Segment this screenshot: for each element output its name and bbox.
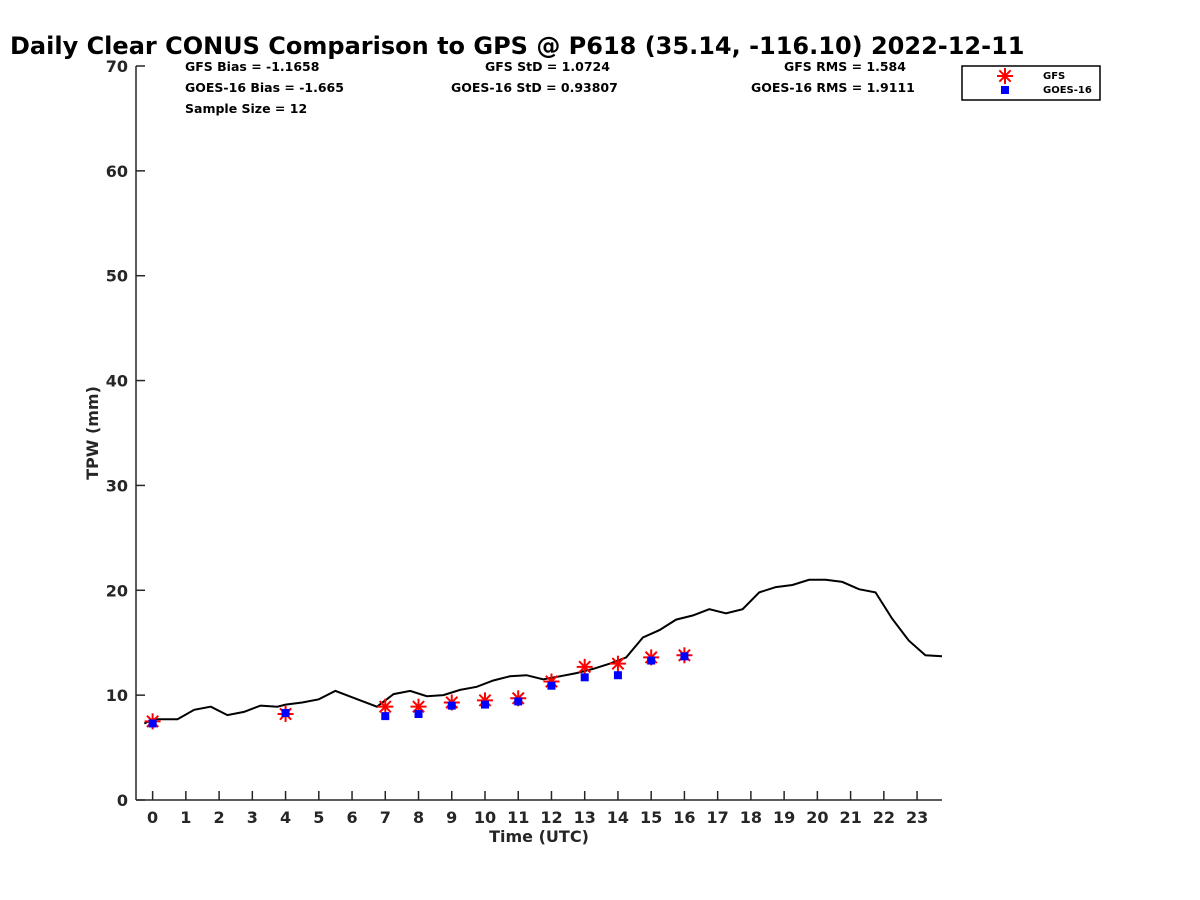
goes16-point [414, 710, 423, 719]
gfs-bias-text: GFS Bias = -1.1658 [185, 59, 319, 74]
x-tick-label: 11 [507, 808, 529, 827]
goes16-point [647, 656, 656, 665]
goes-bias-text: GOES-16 Bias = -1.665 [185, 80, 344, 95]
x-tick-label: 2 [214, 808, 225, 827]
goes16-point [480, 700, 489, 709]
goes16-point [613, 671, 622, 680]
x-tick-label: 22 [873, 808, 895, 827]
goes16-point [148, 719, 157, 728]
x-tick-label: 20 [806, 808, 828, 827]
y-tick-label: 60 [106, 162, 128, 181]
x-tick-label: 8 [413, 808, 424, 827]
x-tick-label: 4 [280, 808, 291, 827]
goes16-point [580, 673, 589, 682]
y-tick-label: 70 [106, 57, 128, 76]
gps-line-layer [143, 578, 943, 725]
goes-std-text: GOES-16 StD = 0.93807 [451, 80, 618, 95]
legend-gfs-marker [997, 68, 1013, 84]
gfs-point [609, 655, 626, 672]
x-tick-label: 0 [147, 808, 158, 827]
y-tick-label: 50 [106, 267, 128, 286]
chart-title: Daily Clear CONUS Comparison to GPS @ P6… [10, 32, 1024, 60]
x-tick-label: 13 [574, 808, 596, 827]
goes16-point [447, 701, 456, 710]
legend-gfs-asterisk [997, 68, 1013, 84]
goes16-point [281, 708, 290, 717]
legend-box [961, 65, 1101, 101]
y-tick-label: 0 [117, 791, 128, 810]
x-tick-label: 3 [247, 808, 258, 827]
x-tick-label: 17 [707, 808, 729, 827]
y-axis-label: TPW (mm) [83, 386, 102, 480]
stats-block: GFS Bias = -1.1658 GOES-16 Bias = -1.665… [185, 59, 915, 116]
y-tick-label: 30 [106, 476, 128, 495]
legend-goes-label: GOES-16 [1043, 85, 1092, 96]
x-tick-label: 10 [474, 808, 496, 827]
legend-goes-square [1001, 86, 1009, 94]
gfs-std-text: GFS StD = 1.0724 [485, 59, 610, 74]
y-tick-label: 40 [106, 372, 128, 391]
goes-rms-text: GOES-16 RMS = 1.9111 [751, 80, 915, 95]
x-tick-label: 7 [380, 808, 391, 827]
x-tick-label: 23 [906, 808, 928, 827]
x-tick-label: 6 [346, 808, 357, 827]
gfs-point [576, 658, 593, 675]
gfs-point [377, 698, 394, 715]
x-tick-label: 18 [740, 808, 762, 827]
goes16-point [514, 697, 523, 706]
legend-goes-marker [1001, 86, 1009, 94]
goes16-point [680, 652, 689, 661]
x-tick-label: 9 [446, 808, 457, 827]
x-tick-label: 12 [540, 808, 562, 827]
x-axis-label: Time (UTC) [489, 827, 589, 846]
goes16-point [381, 712, 390, 721]
x-tick-label: 5 [313, 808, 324, 827]
y-tick-label: 10 [106, 686, 128, 705]
marker-layer [144, 647, 693, 730]
x-tick-label: 1 [180, 808, 191, 827]
x-tick-label: 15 [640, 808, 662, 827]
gps-line [143, 578, 943, 725]
goes16-point [547, 681, 556, 690]
x-tick-label: 19 [773, 808, 795, 827]
y-tick-label: 20 [106, 581, 128, 600]
x-tick-label: 21 [839, 808, 861, 827]
gfs-rms-text: GFS RMS = 1.584 [784, 59, 906, 74]
legend: GFS GOES-16 [961, 65, 1101, 101]
sample-size-text: Sample Size = 12 [185, 101, 307, 116]
legend-gfs-label: GFS [1043, 71, 1065, 82]
x-tick-label: 16 [673, 808, 695, 827]
x-tick-label: 14 [607, 808, 629, 827]
